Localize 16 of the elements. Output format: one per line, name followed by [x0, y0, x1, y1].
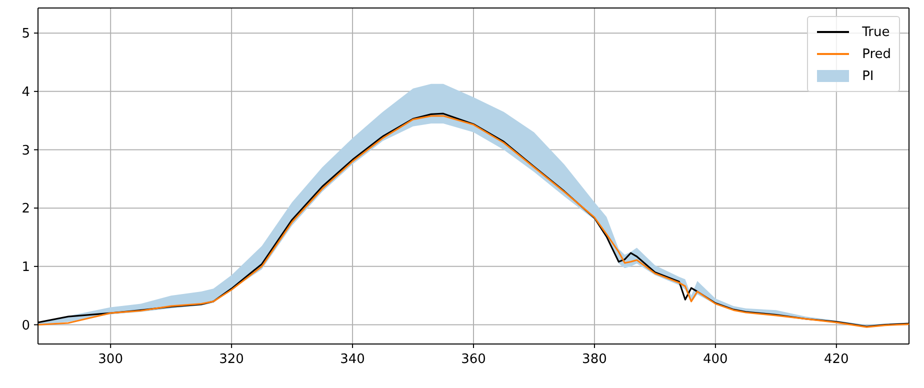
y-tick-label: 4 — [22, 85, 30, 100]
legend-label: Pred — [862, 46, 891, 62]
y-tick-label: 2 — [22, 202, 30, 217]
y-tick-label: 0 — [22, 318, 30, 334]
y-tick-label: 3 — [22, 143, 30, 158]
x-tick-label: 360 — [461, 352, 486, 368]
legend-label: PI — [862, 68, 874, 84]
x-tick-label: 380 — [582, 352, 607, 368]
y-tick-label: 1 — [22, 260, 30, 276]
legend-label: True — [862, 24, 890, 40]
x-tick-label: 320 — [219, 352, 244, 368]
y-tick-label: 5 — [22, 26, 30, 42]
x-tick-label: 300 — [98, 352, 123, 368]
x-tick-label: 400 — [703, 352, 728, 368]
x-tick-label: 340 — [340, 352, 365, 368]
x-tick-label: 420 — [824, 352, 849, 368]
